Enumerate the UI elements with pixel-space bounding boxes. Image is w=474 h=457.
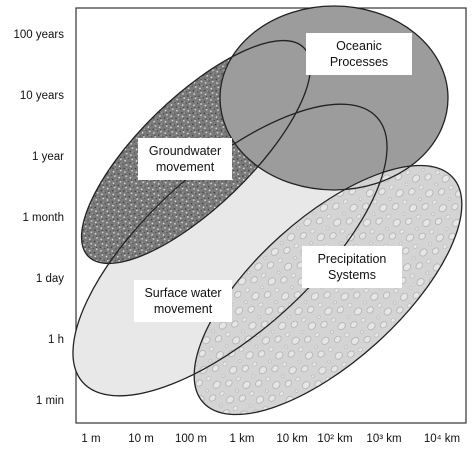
oceanic-label-box xyxy=(306,33,412,75)
x-tick-label: 100 m xyxy=(175,433,207,445)
y-tick-label: 10 years xyxy=(20,90,64,102)
y-tick-label: 1 min xyxy=(36,395,64,407)
y-tick-label: 1 month xyxy=(22,212,64,224)
x-tick-label: 10² km xyxy=(317,433,352,445)
precipitation-label-line1: Precipitation xyxy=(318,252,387,266)
groundwater-label-line1: Groundwater xyxy=(149,144,221,158)
oceanic-label-line2: Processes xyxy=(330,55,388,69)
precipitation-region xyxy=(194,165,462,415)
x-tick-label: 1 km xyxy=(230,433,255,445)
precipitation-label-box xyxy=(302,246,402,288)
groundwater-label-line2: movement xyxy=(156,160,215,174)
groundwater-label-box xyxy=(138,138,232,180)
precipitation-outline xyxy=(193,164,463,416)
x-tick-label: 10 m xyxy=(128,433,154,445)
oceanic-outline xyxy=(219,5,449,191)
y-tick-label: 1 year xyxy=(32,151,64,163)
x-tick-label: 10 km xyxy=(276,433,307,445)
y-tick-label: 100 years xyxy=(13,29,64,41)
surface-water-outline xyxy=(72,103,388,397)
x-tick-label: 10³ km xyxy=(366,433,401,445)
surface-water-label-line2: movement xyxy=(154,302,213,316)
precipitation-label-line2: Systems xyxy=(328,268,376,282)
y-tick-label: 1 h xyxy=(48,334,64,346)
x-tick-label: 1 m xyxy=(81,433,100,445)
surface-water-label-line1: Surface water xyxy=(144,286,221,300)
surface-water-label-box xyxy=(134,280,232,322)
x-tick-label: 10⁴ km xyxy=(424,433,460,445)
oceanic-label-line1: Oceanic xyxy=(336,39,382,53)
y-tick-label: 1 day xyxy=(36,273,64,285)
groundwater-outline xyxy=(80,39,312,265)
